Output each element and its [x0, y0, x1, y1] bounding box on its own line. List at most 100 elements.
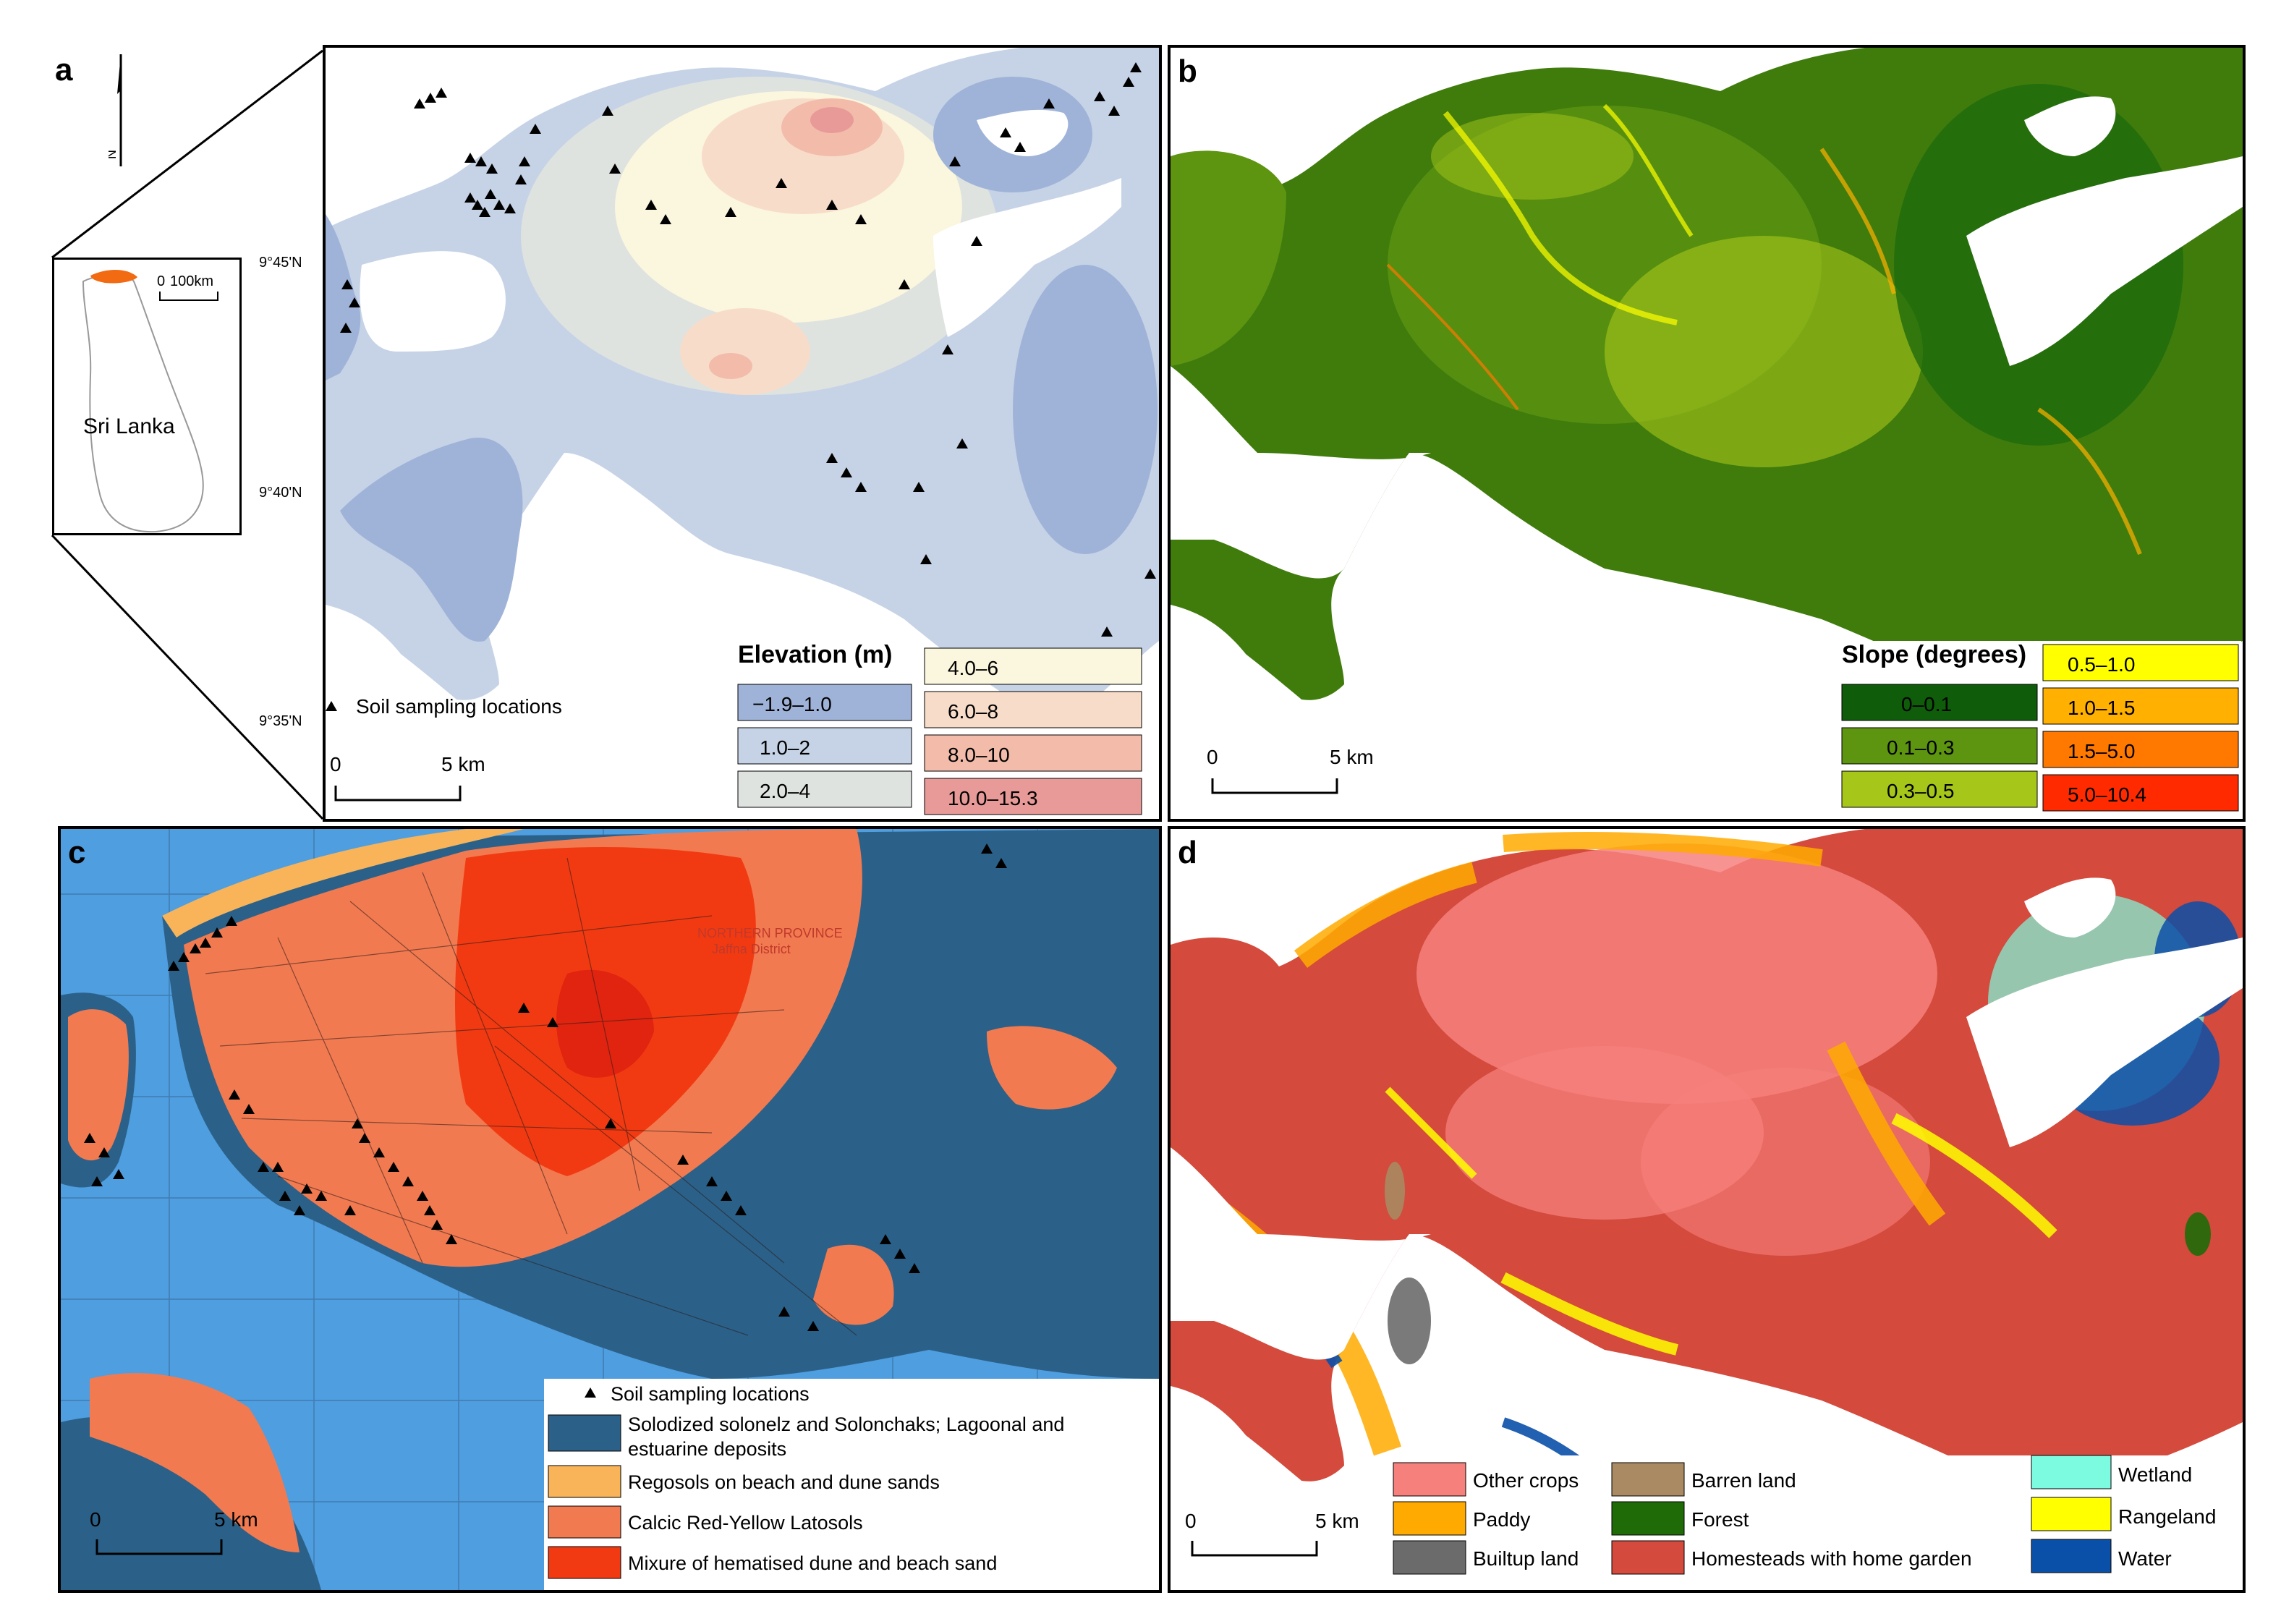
inset-scale-zero: 0 — [157, 273, 165, 289]
scale-bar-a — [334, 786, 462, 802]
road-lines — [205, 857, 857, 1336]
legend-swatch-elev-3 — [737, 770, 912, 808]
legend-swatch-slope-5 — [2042, 687, 2239, 725]
elevation-legend-title: Elevation (m) — [738, 641, 892, 668]
legend-label-soil-1: Solodized solonelz and Solonchaks; Lagoo… — [628, 1413, 1064, 1435]
panel-a-elevation-map: Soil sampling locations Elevation (m) −1… — [323, 45, 1162, 822]
elevation-map-canvas — [326, 48, 1159, 819]
slope-legend-items: 0–0.1 0.1–0.3 0.3–0.5 0.5–1.0 1.0–1.5 1.… — [1841, 644, 2239, 812]
sampling-points-c — [84, 843, 1007, 1331]
legend-swatch-slope-2 — [1841, 727, 2038, 765]
legend-swatch-slope-1 — [1841, 684, 2038, 721]
district-label: Jaffna District — [712, 942, 791, 956]
panel-d-legend: Other crops Paddy Builtup land Barren la… — [1185, 1455, 2243, 1590]
legend-swatch-elev-2 — [737, 727, 912, 765]
legend-swatch-elev-1 — [737, 684, 912, 721]
legend-swatch-elev-6 — [924, 734, 1142, 772]
legend-swatch-lu-9 — [2031, 1539, 2112, 1573]
panel-c-label: c — [68, 835, 86, 870]
scale-zero-d: 0 — [1185, 1510, 1197, 1532]
scale-zero-c: 0 — [90, 1508, 101, 1531]
legend-swatch-lu-1 — [1393, 1462, 1466, 1497]
legend-swatch-slope-4 — [2042, 644, 2239, 681]
legend-label-lu-3: Builtup land — [1473, 1547, 1579, 1570]
legend-label-soil-4: Mixure of hematised dune and beach sand — [628, 1552, 997, 1574]
legend-swatch-soil-1 — [548, 1414, 621, 1452]
legend-swatch-soil-3 — [548, 1505, 621, 1539]
legend-label-slope-2: 0.1–0.3 — [1887, 736, 1954, 759]
north-arrow-icon: N — [109, 54, 122, 166]
panel-b-slope-map: b Slope (degrees) 0–0.1 0.1–0.3 0.3–0.5 … — [1168, 45, 2246, 822]
panel-d-label: d — [1178, 835, 1197, 870]
landuse-legend-items: Other crops Paddy Builtup land Barren la… — [1393, 1455, 2216, 1575]
elevation-legend-items: −1.9–1.0 1.0–2 2.0–4 4.0–6 6.0–8 8.0–10 … — [737, 647, 1142, 815]
legend-label-slope-4: 0.5–1.0 — [2068, 653, 2135, 676]
inset-map: Sri Lanka 0 100km — [52, 258, 242, 535]
legend-swatch-lu-2 — [1393, 1501, 1466, 1536]
scale-bar-d — [1191, 1541, 1318, 1557]
legend-label-lu-5: Forest — [1691, 1508, 1749, 1531]
legend-label-elev-2: 1.0–2 — [760, 736, 810, 759]
legend-swatch-elev-7 — [924, 778, 1142, 815]
legend-label-elev-5: 6.0–8 — [948, 700, 998, 723]
legend-swatch-slope-6 — [2042, 731, 2239, 768]
legend-label-elev-1: −1.9–1.0 — [752, 693, 832, 715]
inset-country-label: Sri Lanka — [83, 414, 175, 438]
slope-legend-title: Slope (degrees) — [1842, 641, 2026, 668]
legend-label-slope-1: 0–0.1 — [1901, 693, 1952, 715]
scale-zero-b: 0 — [1207, 746, 1218, 768]
legend-label-soil-1b: estuarine deposits — [628, 1438, 786, 1460]
legend-label-elev-3: 2.0–4 — [760, 780, 810, 802]
inset-scale-label: 100km — [170, 273, 213, 289]
legend-label-slope-3: 0.3–0.5 — [1887, 780, 1954, 802]
sampling-points — [340, 62, 1156, 637]
legend-label-lu-8: Rangeland — [2118, 1505, 2216, 1528]
legend-swatch-elev-5 — [924, 691, 1142, 728]
scale-label-b: 5 km — [1330, 746, 1374, 768]
province-label: NORTHERN PROVINCE — [697, 926, 843, 940]
legend-label-slope-5: 1.0–1.5 — [2068, 697, 2135, 719]
panel-b-legend: Slope (degrees) 0–0.1 0.1–0.3 0.3–0.5 0.… — [1207, 641, 2241, 819]
panel-b-label: b — [1178, 54, 1197, 89]
legend-swatch-lu-5 — [1611, 1501, 1685, 1536]
panel-a-label: a — [55, 52, 73, 88]
legend-swatch-elev-4 — [924, 647, 1142, 685]
legend-swatch-lu-3 — [1393, 1540, 1466, 1575]
legend-label-soil-3: Calcic Red-Yellow Latosols — [628, 1512, 863, 1534]
scale-bar-b — [1211, 778, 1338, 794]
legend-label-elev-4: 4.0–6 — [948, 657, 998, 679]
legend-swatch-lu-6 — [1611, 1540, 1685, 1575]
panel-c-legend: Soil sampling locations Solodized solone… — [90, 1379, 1159, 1590]
scale-label-d: 5 km — [1315, 1510, 1359, 1532]
lat-label-9-45: 9°45'N — [259, 255, 302, 271]
legend-label-lu-1: Other crops — [1473, 1469, 1579, 1492]
legend-label-slope-7: 5.0–10.4 — [2068, 783, 2146, 806]
lat-label-9-35: 9°35'N — [259, 713, 302, 729]
legend-label-slope-6: 1.5–5.0 — [2068, 740, 2135, 762]
north-label: N — [109, 150, 119, 159]
scale-zero-a: 0 — [330, 753, 341, 775]
legend-label-soil-2: Regosols on beach and dune sands — [628, 1471, 940, 1493]
scale-label-a: 5 km — [441, 753, 485, 775]
sri-lanka-outline: Sri Lanka 0 100km — [82, 270, 218, 533]
panel-a-legend: Soil sampling locations Elevation (m) −1… — [326, 641, 1142, 815]
legend-swatch-lu-8 — [2031, 1497, 2112, 1531]
legend-label-lu-2: Paddy — [1473, 1508, 1530, 1531]
legend-swatch-slope-3 — [1841, 770, 2038, 808]
panel-c-soil-map: NORTHERN PROVINCE Jaffna District c Soil… — [58, 826, 1162, 1593]
legend-label-elev-6: 8.0–10 — [948, 744, 1010, 766]
sampling-label-c: Soil sampling locations — [611, 1383, 810, 1405]
sampling-label-a: Soil sampling locations — [356, 695, 562, 718]
legend-swatch-lu-4 — [1611, 1462, 1685, 1497]
legend-label-lu-4: Barren land — [1691, 1469, 1796, 1492]
scale-label-c: 5 km — [214, 1508, 258, 1531]
legend-label-lu-9: Water — [2118, 1547, 2172, 1570]
legend-swatch-soil-2 — [548, 1465, 621, 1498]
legend-swatch-slope-7 — [2042, 774, 2239, 812]
legend-label-elev-7: 10.0–15.3 — [948, 787, 1038, 809]
lat-label-9-40: 9°40'N — [259, 485, 302, 501]
legend-swatch-lu-7 — [2031, 1455, 2112, 1489]
legend-label-lu-6: Homesteads with home garden — [1691, 1547, 1972, 1570]
scale-bar-c — [95, 1539, 223, 1555]
legend-swatch-soil-4 — [548, 1546, 621, 1579]
